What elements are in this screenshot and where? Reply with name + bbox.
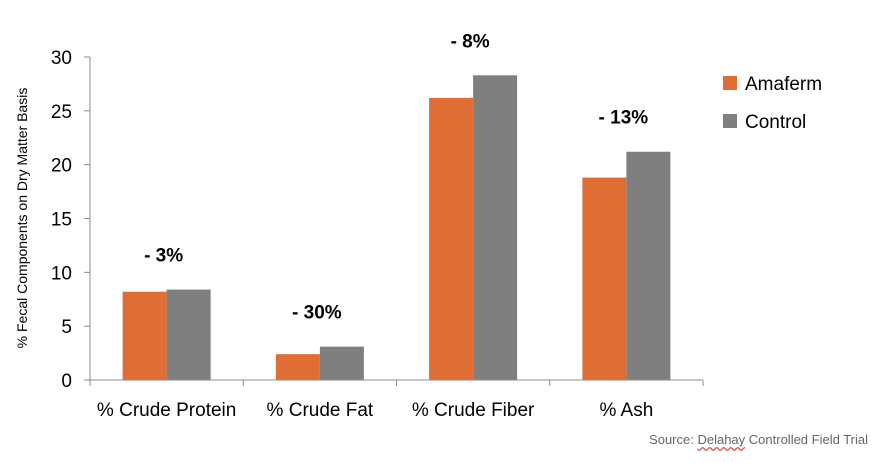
y-tick-label: 30 [51, 48, 72, 69]
x-axis-ticks: % Crude Protein % Crude Fat % Crude Fiber%… [97, 400, 653, 421]
y-tick-label: 20 [51, 156, 72, 177]
x-tick-label: % Ash [599, 400, 653, 421]
y-tick-label: 15 [51, 210, 72, 231]
source-prefix: Source: [649, 432, 698, 447]
bar-control-3 [626, 151, 671, 380]
change-annotation: - 8% [451, 31, 490, 52]
bar-amaferm-0 [122, 291, 167, 380]
bar-amaferm-2 [429, 97, 474, 380]
source-note: Source: Delahay Controlled Field Trial [649, 432, 868, 447]
x-tick-label: % Crude Fiber [412, 400, 535, 421]
change-annotation: - 13% [599, 108, 649, 129]
annotations: - 3% - 30% - 8% - 13% [144, 31, 648, 323]
y-axis-ticks: 0 5 10 15 20 25 30 [51, 48, 72, 392]
legend: Amaferm Control [723, 74, 822, 133]
y-axis-label: % Fecal Components on Dry Matter Basis [14, 88, 30, 349]
legend-label-amaferm: Amaferm [745, 74, 822, 95]
change-annotation: - 30% [292, 303, 342, 324]
legend-swatch-amaferm [723, 76, 737, 90]
bar-amaferm-3 [582, 177, 627, 380]
x-tick-label: % Crude Fat [267, 400, 374, 421]
source-name: Delahay [697, 432, 746, 447]
change-annotation: - 3% [144, 246, 183, 267]
x-tick-label: % Crude Protein [97, 400, 236, 421]
y-tick-label: 10 [51, 263, 72, 284]
legend-swatch-control [723, 114, 737, 128]
y-tick-label: 25 [51, 102, 72, 123]
y-tick-label: 0 [61, 371, 72, 392]
legend-label-control: Control [745, 112, 806, 133]
axes [84, 56, 704, 386]
y-tick-label: 5 [61, 317, 72, 338]
bar-control-1 [319, 346, 364, 380]
source-suffix: Controlled Field Trial [745, 432, 868, 447]
bar-control-2 [473, 75, 518, 380]
bar-amaferm-1 [275, 354, 320, 380]
bar-control-0 [166, 289, 211, 380]
bars [122, 75, 671, 380]
